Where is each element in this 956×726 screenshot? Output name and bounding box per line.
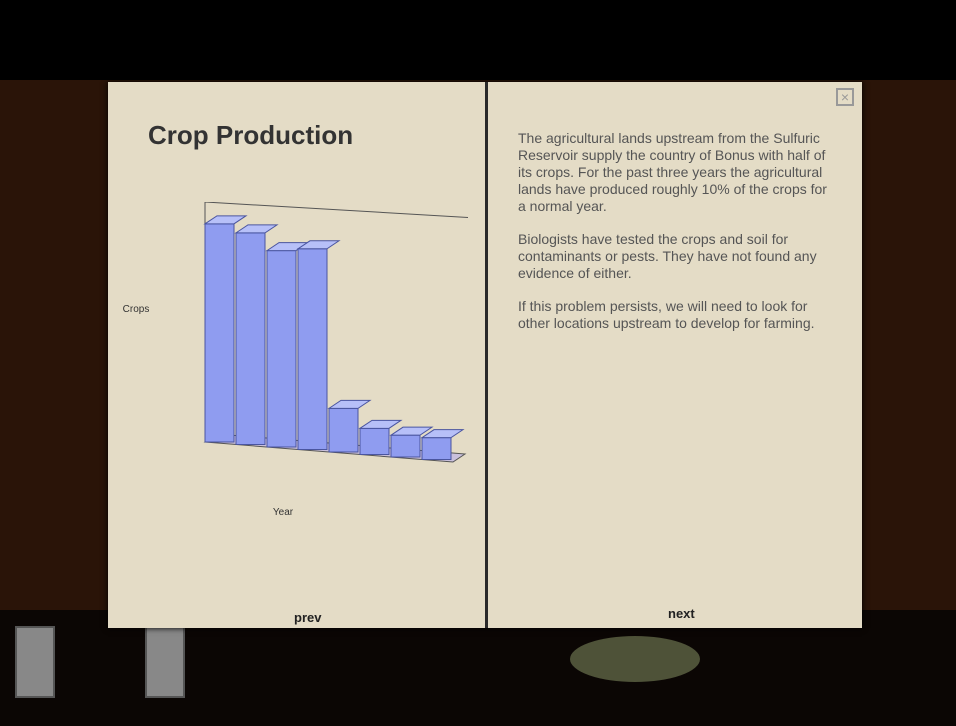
close-button[interactable]: × — [836, 88, 854, 106]
bar — [360, 428, 389, 454]
paragraph: If this problem persists, we will need t… — [518, 298, 836, 332]
bar-top — [422, 430, 463, 438]
bar — [205, 224, 234, 442]
x-axis-label: Year — [273, 507, 294, 518]
bar-top — [236, 225, 277, 233]
bar-top — [329, 400, 370, 408]
divider — [485, 82, 488, 628]
bar-top — [360, 420, 401, 428]
bar — [391, 435, 420, 457]
bar — [329, 408, 358, 452]
paragraph: The agricultural lands upstream from the… — [518, 130, 836, 215]
bar — [422, 438, 451, 460]
clipboard-icon[interactable] — [145, 626, 185, 698]
page-title: Crop Production — [148, 120, 353, 151]
body-text: The agricultural lands upstream from the… — [518, 130, 836, 348]
clipboard-icon[interactable] — [15, 626, 55, 698]
paragraph: Biologists have tested the crops and soi… — [518, 231, 836, 282]
y-axis-label: Crops — [123, 304, 150, 315]
bar — [267, 251, 296, 447]
bar — [236, 233, 265, 445]
game-screen: {"page": {"title": "Crop Production", "c… — [0, 0, 956, 726]
bar — [298, 249, 327, 450]
inventory-item[interactable] — [570, 636, 700, 682]
prev-button[interactable]: prev — [294, 610, 321, 625]
bar-top — [391, 427, 432, 435]
bar-top — [205, 216, 246, 224]
book: × Crop Production Crops Year The agricul… — [108, 82, 862, 628]
bar-top — [298, 241, 339, 249]
chart: Crops Year — [108, 202, 468, 562]
next-button[interactable]: next — [668, 606, 695, 621]
